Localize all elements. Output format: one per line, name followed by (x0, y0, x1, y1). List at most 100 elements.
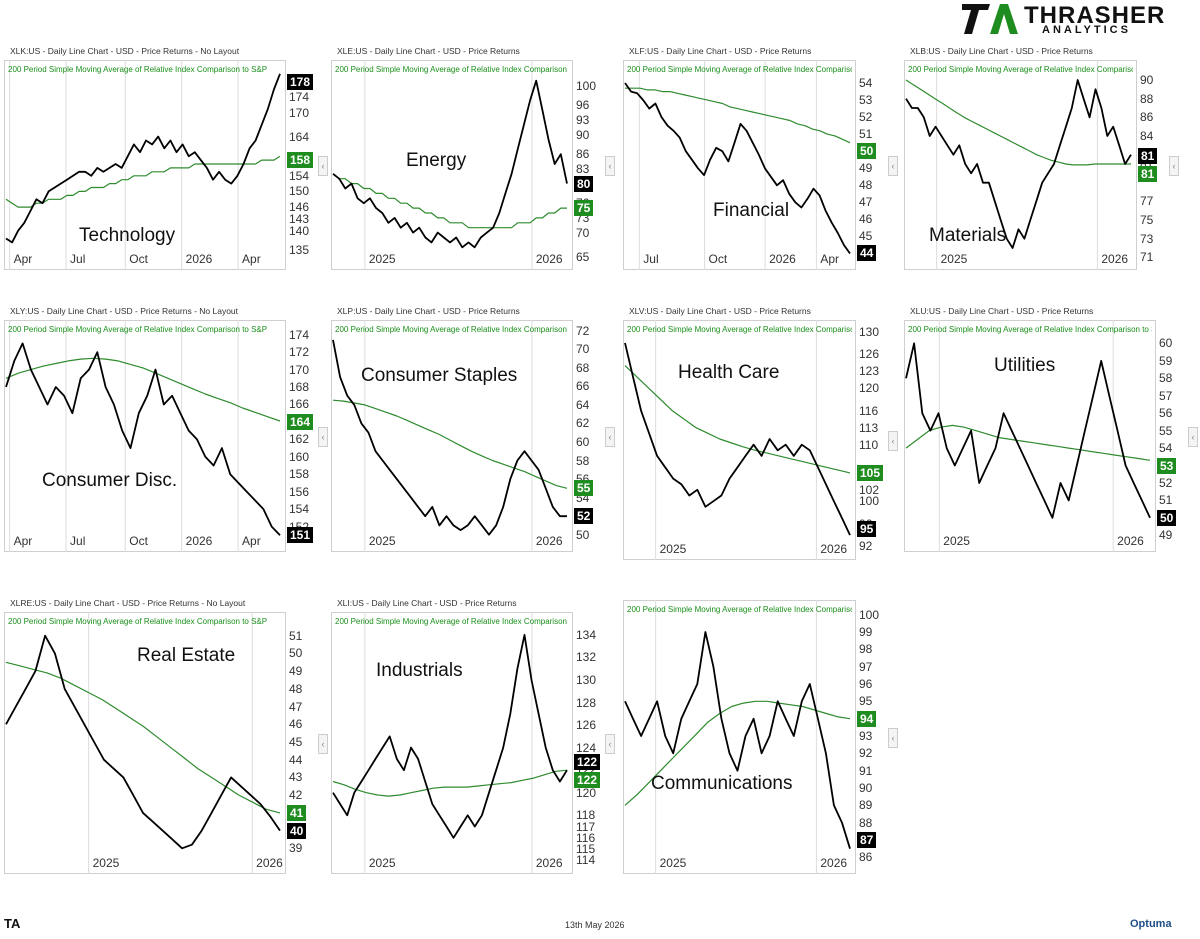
x-tick-label: 2026 (185, 534, 213, 548)
moving-average-line (624, 365, 851, 474)
y-tick-label: 48 (289, 681, 303, 696)
chart-subtitle: 200 Period Simple Moving Average of Rela… (8, 65, 268, 74)
panel-scroll-arrow-icon[interactable]: ‹ (605, 427, 615, 447)
y-tick-label: 64 (576, 397, 590, 412)
last-ma-badge: 81 (1138, 166, 1158, 182)
price-line (624, 82, 851, 255)
sector-label: Health Care (678, 362, 780, 383)
x-tick-label: 2025 (659, 542, 687, 556)
panel-scroll-arrow-icon[interactable]: ‹ (1188, 427, 1198, 447)
x-tick-label: Apr (820, 252, 840, 266)
y-tick-label: 39 (289, 841, 303, 856)
chart-header: XLRE:US - Daily Line Chart - USD - Price… (10, 598, 246, 608)
y-tick-label: 134 (576, 627, 597, 642)
y-tick-label: 90 (576, 127, 590, 142)
y-tick-label: 116 (576, 830, 596, 845)
chart-plot-area (331, 612, 573, 874)
last-ma-badge: 75 (574, 200, 594, 217)
y-tick-label: 99 (859, 625, 873, 639)
chart-plot-area (904, 320, 1156, 552)
chart-plot-area (623, 320, 856, 560)
y-tick-label: 115 (576, 842, 596, 857)
y-tick-label: 54 (1159, 441, 1173, 456)
panel-scroll-arrow-icon[interactable]: ‹ (888, 431, 898, 451)
y-tick-label: 100 (859, 607, 880, 622)
chart-header: XLU:US - Daily Line Chart - USD - Price … (910, 306, 1094, 316)
panel-scroll-arrow-icon[interactable]: ‹ (605, 156, 615, 176)
y-tick-label: 90 (859, 781, 873, 795)
y-tick-label: 130 (859, 324, 880, 339)
chart-plot-area (623, 60, 856, 270)
last-price-badge: 122 (574, 754, 601, 771)
panel-scroll-arrow-icon[interactable]: ‹ (318, 427, 328, 447)
y-tick-label: 83 (576, 161, 590, 176)
panel-scroll-arrow-icon[interactable]: ‹ (888, 156, 898, 176)
sector-label: Industrials (376, 660, 463, 681)
y-tick-label: 54 (859, 76, 873, 91)
y-tick-label: 156 (289, 484, 310, 499)
x-tick-label: 2026 (769, 252, 796, 266)
y-tick-label: 46 (859, 212, 873, 227)
y-tick-label: 120 (576, 785, 597, 800)
y-tick-label: 51 (1159, 493, 1173, 508)
x-tick-label: Jul (70, 534, 86, 548)
sector-label: Communications (651, 773, 793, 794)
y-tick-label: 57 (1159, 388, 1173, 403)
last-ma-badge: 158 (287, 152, 314, 169)
x-tick-label: Oct (129, 252, 148, 266)
y-tick-label: 45 (289, 735, 303, 749)
y-tick-label: 47 (859, 195, 873, 210)
panel-scroll-arrow-icon[interactable]: ‹ (318, 156, 328, 176)
y-tick-label: 140 (289, 223, 310, 238)
y-tick-label: 49 (859, 161, 873, 176)
thrasher-logo (960, 0, 1160, 40)
y-tick-label: 72 (576, 323, 590, 338)
y-tick-label: 71 (1140, 250, 1154, 265)
panel-scroll-arrow-icon[interactable]: ‹ (888, 728, 898, 748)
y-tick-label: 51 (289, 628, 303, 643)
y-tick-label: 59 (1159, 353, 1173, 368)
last-ma-badge: 55 (574, 480, 594, 497)
chart-plot-area (904, 60, 1137, 270)
chart-subtitle: 200 Period Simple Moving Average of Rela… (908, 65, 1133, 74)
y-tick-label: 84 (1140, 129, 1154, 143)
price-line (624, 631, 851, 849)
chart-header: XLY:US - Daily Line Chart - USD - Price … (10, 306, 239, 316)
y-tick-label: 146 (289, 200, 310, 215)
y-tick-label: 150 (289, 184, 310, 199)
brand-name: THRASHER (1024, 2, 1166, 29)
x-tick-label: 2026 (1101, 252, 1129, 266)
last-price-badge: 87 (857, 832, 877, 848)
y-tick-label: 75 (1140, 213, 1154, 227)
panel-scroll-arrow-icon[interactable]: ‹ (1169, 156, 1179, 176)
footer-date: 13th May 2026 (565, 920, 625, 930)
y-tick-label: 73 (1140, 231, 1154, 246)
panel-scroll-arrow-icon[interactable]: ‹ (318, 734, 328, 754)
last-ma-badge: 53 (1157, 457, 1177, 474)
moving-average-line (5, 155, 281, 208)
x-tick-label: Apr (13, 534, 33, 548)
last-ma-badge: 122 (574, 772, 601, 789)
y-tick-label: 49 (289, 664, 303, 679)
x-tick-label: 2026 (1117, 534, 1144, 548)
footer-ta-logo: TA (4, 916, 21, 931)
x-tick-label: 2025 (92, 856, 120, 870)
y-tick-label: 116 (859, 403, 879, 418)
panel-scroll-arrow-icon[interactable]: ‹ (605, 734, 615, 754)
last-price-badge: 81 (1138, 148, 1158, 164)
price-line (332, 633, 568, 839)
y-tick-label: 89 (859, 798, 873, 813)
moving-average-line (332, 173, 567, 229)
x-tick-label: Apr (13, 252, 33, 266)
sector-label: Financial (713, 200, 790, 221)
optuma-logo: Optuma (1130, 918, 1172, 930)
price-line (5, 73, 281, 244)
sector-label: Technology (79, 225, 176, 246)
last-ma-badge: 164 (287, 413, 314, 430)
price-line (5, 634, 281, 850)
chart-header: XLI:US - Daily Line Chart - USD - Price … (337, 598, 517, 608)
y-tick-label: 50 (289, 646, 303, 661)
x-tick-label: 2025 (368, 252, 396, 266)
chart-panel-consumer-disc-: XLY:US - Daily Line Chart - USD - Price … (4, 306, 328, 576)
